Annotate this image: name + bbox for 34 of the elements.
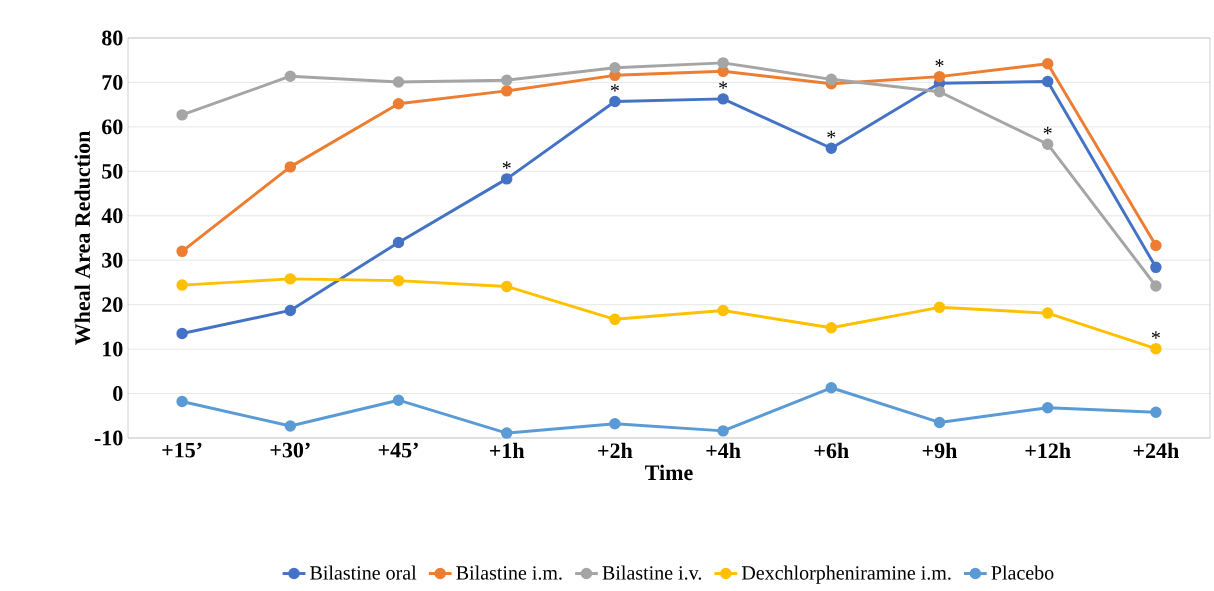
legend-label: Bilastine oral bbox=[310, 565, 417, 580]
annotation: * bbox=[827, 130, 836, 139]
x-axis-title: Time bbox=[645, 464, 693, 481]
annotation: * bbox=[719, 81, 728, 89]
y-tick-label: 0 bbox=[113, 386, 123, 401]
x-tick-label: +1h bbox=[489, 442, 525, 458]
y-tick-label: 80 bbox=[102, 30, 123, 46]
y-tick-label: 40 bbox=[101, 208, 123, 224]
legend-label: Bilastine i.m. bbox=[456, 565, 562, 580]
y-tick-label: 20 bbox=[102, 297, 123, 313]
y-tick-label: 30 bbox=[102, 252, 123, 268]
legend-label: Dexchlorpheniramine i.m. bbox=[741, 565, 951, 584]
y-axis-title: Wheal Area Reduction bbox=[74, 131, 91, 346]
x-tick-label: +9h bbox=[922, 442, 958, 459]
y-tick-label: 70 bbox=[102, 75, 123, 90]
y-tick-label: 10 bbox=[103, 341, 123, 357]
x-tick-label: +6h bbox=[814, 442, 849, 459]
x-tick-label: +2h bbox=[598, 442, 633, 458]
legend-label: Bilastine i.v. bbox=[602, 565, 702, 580]
x-tick-label: +45’ bbox=[378, 442, 418, 458]
annotation: * bbox=[610, 84, 619, 92]
x-tick-label: +30’ bbox=[270, 442, 310, 458]
annotation: * bbox=[502, 161, 511, 169]
legend-label: Placebo bbox=[991, 565, 1054, 580]
x-tick-label: +24h bbox=[1133, 442, 1179, 458]
annotation: * bbox=[935, 59, 944, 67]
y-tick-label: -10 bbox=[94, 430, 123, 446]
annotation: * bbox=[1151, 331, 1160, 339]
x-tick-label: +12h bbox=[1025, 442, 1071, 458]
x-tick-label: +4h bbox=[706, 442, 741, 458]
y-tick-label: 50 bbox=[102, 163, 123, 179]
y-tick-label: 60 bbox=[102, 119, 123, 135]
annotation: * bbox=[1043, 126, 1052, 135]
x-tick-label: +15’ bbox=[162, 442, 202, 458]
